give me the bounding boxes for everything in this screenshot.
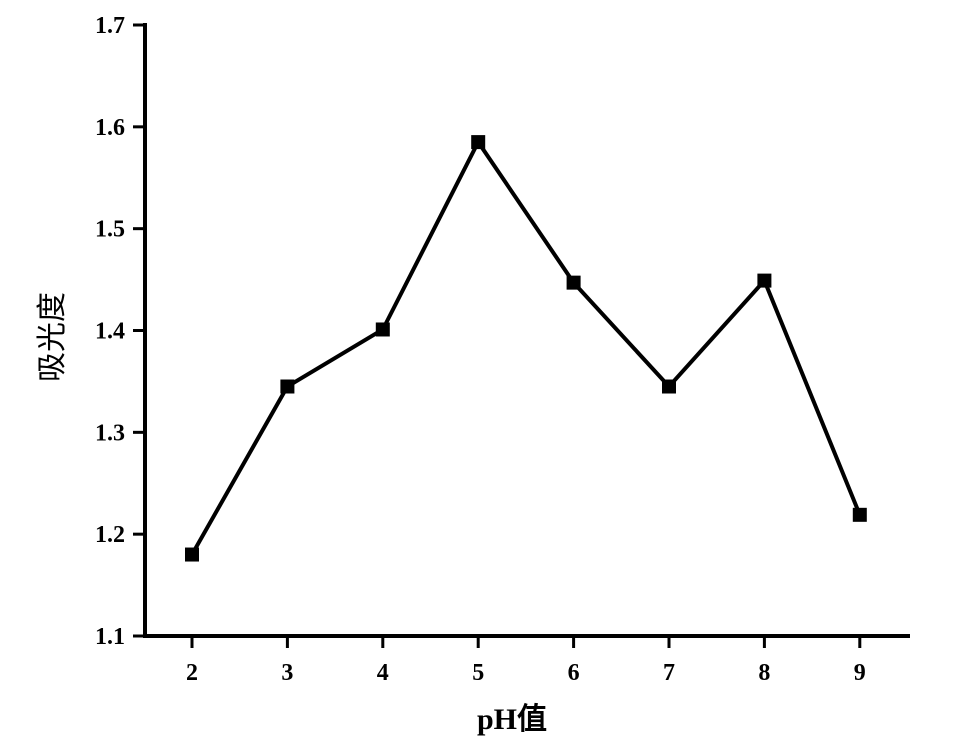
axes [143, 23, 910, 638]
x-tick-label: 2 [186, 660, 198, 686]
data-point-marker [757, 273, 772, 288]
data-point-marker [280, 379, 295, 394]
y-tick-label: 1.2 [95, 522, 125, 548]
x-tick-label: 9 [854, 660, 866, 686]
x-tick-label: 8 [758, 660, 770, 686]
y-tick-label: 1.7 [95, 13, 125, 39]
data-point-marker [566, 275, 581, 290]
x-axis-title: pH值 [477, 703, 547, 736]
x-tick-label: 5 [472, 660, 484, 686]
data-point-marker [852, 507, 867, 522]
data-point-marker [471, 135, 486, 150]
data-point-marker [185, 547, 199, 562]
series-group [185, 135, 867, 562]
data-point-marker [375, 322, 390, 337]
y-axis-ticks: 1.1 1.2 1.3 1.4 1.5 1.6 1.7 [95, 13, 145, 650]
y-tick-label: 1.1 [95, 624, 125, 650]
y-tick-label: 1.4 [95, 319, 125, 345]
y-tick-label: 1.5 [95, 217, 125, 243]
x-tick-label: 4 [377, 660, 389, 686]
y-axis-title: 吸光度 [36, 292, 69, 382]
x-tick-label: 7 [663, 660, 675, 686]
x-tick-label: 3 [281, 660, 293, 686]
x-axis-ticks: 2 3 4 5 6 7 8 9 [186, 636, 866, 686]
x-tick-label: 6 [568, 660, 580, 686]
series-line [190, 138, 862, 556]
y-tick-label: 1.3 [95, 420, 125, 446]
y-tick-label: 1.6 [95, 115, 125, 141]
data-point-marker [662, 379, 676, 394]
